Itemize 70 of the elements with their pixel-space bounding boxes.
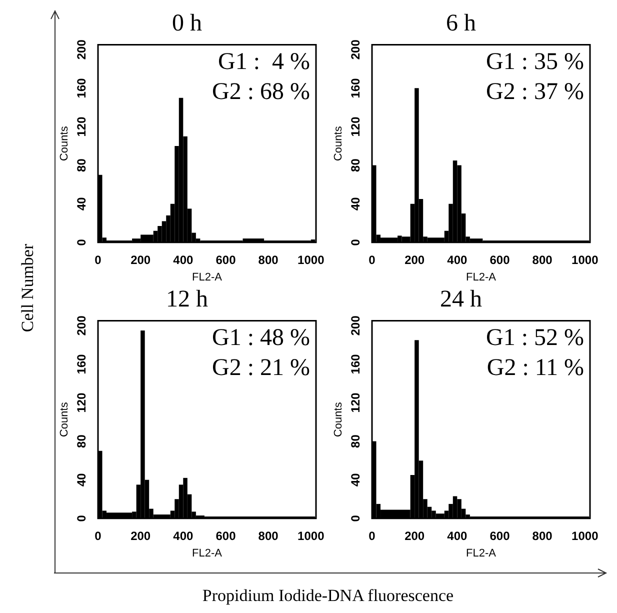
chart-title: 6 h (446, 10, 476, 37)
y-tick-label: 0 (348, 514, 362, 522)
x-axis-title: FL2-A (466, 271, 497, 284)
x-tick-label: 800 (258, 528, 279, 543)
y-tick-label: 160 (348, 78, 362, 98)
x-tick-label: 0 (368, 528, 376, 543)
y-tick-label: 120 (348, 116, 362, 137)
y-tick-label: 80 (348, 434, 362, 448)
y-tick-label: 200 (74, 315, 88, 336)
y-tick-label: 40 (74, 472, 88, 487)
x-tick-label: 1000 (572, 252, 599, 267)
y-tick-label: 200 (348, 39, 362, 60)
x-tick-label: 800 (532, 252, 553, 267)
y-tick-label: 80 (348, 158, 362, 172)
y-axis-title: Counts (58, 126, 71, 162)
annotation: G1 : 35 % (486, 49, 584, 76)
x-tick-label: 1000 (572, 528, 599, 543)
y-tick-label: 160 (348, 354, 362, 374)
y-tick-label: 0 (74, 238, 88, 246)
x-tick-label: 400 (173, 528, 194, 543)
x-tick-label: 800 (532, 528, 553, 543)
annotation: G1 : 4 % (218, 49, 310, 76)
y-tick-label: 200 (348, 315, 362, 336)
x-axis-title: FL2-A (466, 547, 497, 560)
annotation: G2 : 68 % (212, 79, 310, 106)
annotation: G2 : 21 % (212, 355, 310, 382)
x-axis-title: FL2-A (192, 271, 223, 284)
x-tick-label: 600 (490, 528, 510, 543)
x-tick-label: 200 (130, 528, 151, 543)
y-tick-label: 0 (74, 514, 88, 522)
y-tick-label: 120 (348, 392, 362, 413)
x-axis-title: FL2-A (192, 547, 223, 560)
x-tick-label: 1000 (298, 528, 325, 543)
x-tick-label: 0 (94, 252, 102, 267)
chart-title: 24 h (440, 286, 482, 313)
text: Cell Number (18, 244, 38, 332)
y-axis-title: Counts (332, 126, 345, 162)
y-tick-label: 200 (74, 39, 88, 60)
annotation: G2 : 37 % (486, 79, 584, 106)
x-tick-label: 600 (216, 528, 236, 543)
x-tick-label: 200 (130, 252, 151, 267)
annotation: G2 : 11 % (486, 355, 584, 382)
y-tick-label: 120 (74, 116, 88, 137)
x-tick-label: 600 (490, 252, 510, 267)
y-tick-label: 160 (74, 78, 88, 98)
x-tick-label: 200 (404, 252, 425, 267)
chart-title: 0 h (172, 10, 202, 37)
y-tick-label: 40 (348, 196, 362, 211)
x-tick-label: 0 (368, 252, 376, 267)
x-tick-label: 400 (173, 252, 194, 267)
x-tick-label: 1000 (298, 252, 325, 267)
y-axis-title: Counts (332, 402, 345, 438)
x-tick-label: 200 (404, 528, 425, 543)
annotation: G1 : 52 % (486, 325, 584, 352)
y-tick-label: 120 (74, 392, 88, 413)
chart-title: 12 h (166, 286, 208, 313)
x-tick-label: 400 (447, 252, 468, 267)
y-tick-label: 160 (74, 354, 88, 374)
x-tick-label: 400 (447, 528, 468, 543)
y-tick-label: 80 (74, 158, 88, 172)
annotation: G1 : 48 % (212, 325, 310, 352)
x-tick-label: 0 (94, 528, 102, 543)
y-tick-label: 80 (74, 434, 88, 448)
x-tick-label: 800 (258, 252, 279, 267)
y-tick-label: 40 (74, 196, 88, 211)
y-axis-title: Counts (58, 402, 71, 438)
text: Propidium Iodide-DNA fluorescence (201, 586, 455, 606)
y-tick-label: 0 (348, 238, 362, 246)
x-tick-label: 600 (216, 252, 236, 267)
y-tick-label: 40 (348, 472, 362, 487)
